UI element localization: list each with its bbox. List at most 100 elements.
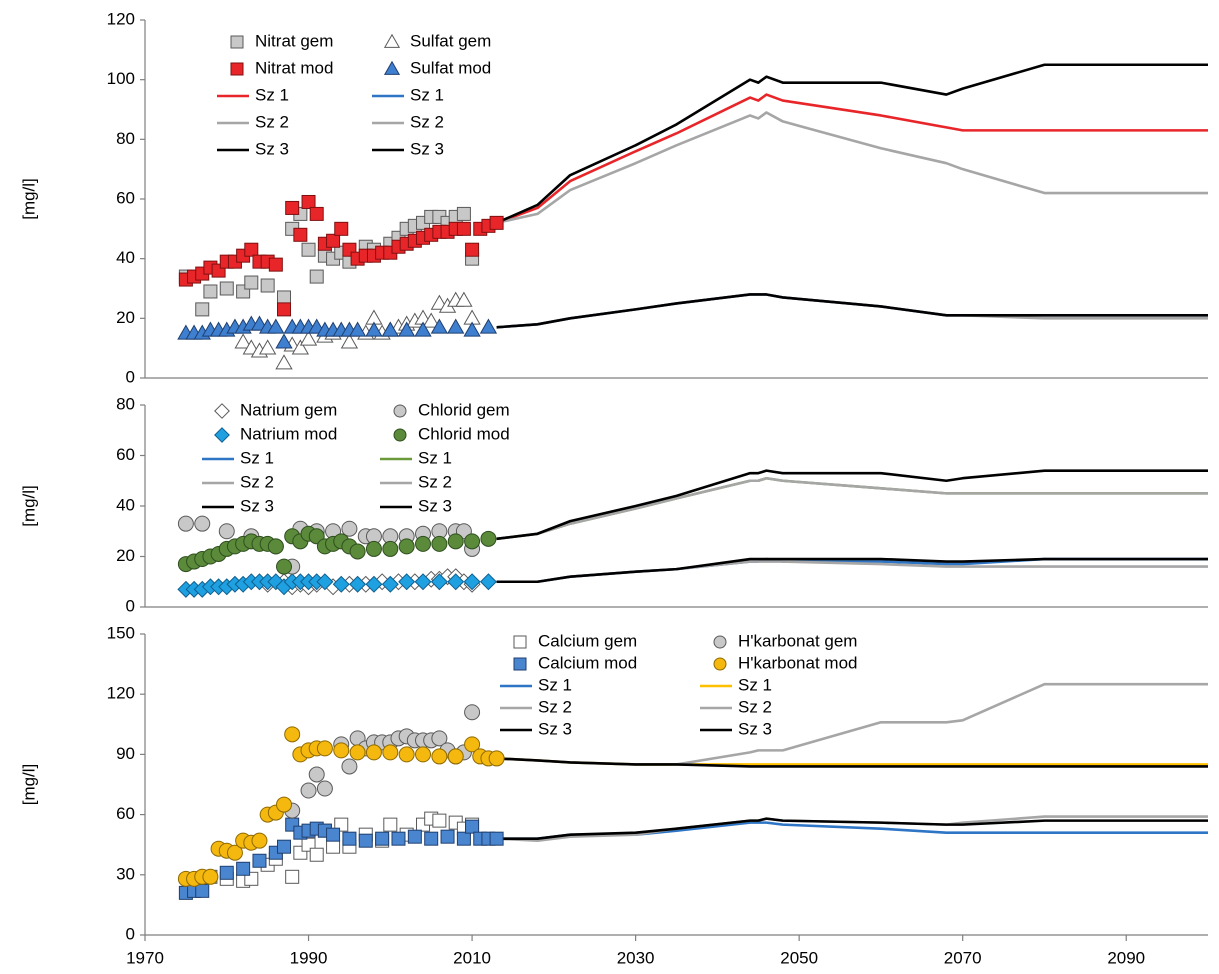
- legend-marker: [393, 404, 407, 418]
- data-point: [309, 206, 324, 221]
- data-point: [422, 312, 440, 328]
- y-tick-label: 60: [116, 445, 135, 464]
- data-point: [309, 269, 324, 284]
- legend-label: Sz 2: [738, 697, 772, 716]
- data-point: [455, 291, 473, 307]
- legend-label: Sulfat gem: [410, 31, 491, 50]
- data-point: [489, 831, 504, 846]
- legend-marker: [713, 657, 727, 671]
- data-point: [202, 868, 219, 885]
- data-point: [447, 318, 465, 334]
- data-point: [415, 535, 432, 552]
- data-point: [414, 321, 432, 337]
- data-point: [349, 744, 366, 761]
- data-point: [268, 257, 283, 272]
- data-point: [277, 290, 292, 305]
- legend-label: Sz 2: [538, 697, 572, 716]
- data-point: [326, 839, 341, 854]
- series-line: [496, 293, 1208, 329]
- legend-label: Nitrat gem: [255, 31, 333, 50]
- data-point: [464, 736, 481, 753]
- data-point: [447, 533, 464, 550]
- data-point: [424, 831, 439, 846]
- data-point: [431, 730, 448, 747]
- y-tick-label: 20: [116, 546, 135, 565]
- data-point: [252, 853, 267, 868]
- legend-label: Calcium mod: [538, 653, 637, 672]
- y-axis-label: [mg/l]: [19, 178, 38, 220]
- data-point: [398, 746, 415, 763]
- data-point: [275, 333, 293, 349]
- legend-label: Sz 3: [240, 496, 274, 515]
- data-point: [365, 540, 382, 557]
- data-point: [398, 573, 416, 591]
- data-point: [341, 758, 358, 775]
- y-tick-label: 40: [116, 248, 135, 267]
- legend-marker: [713, 635, 727, 649]
- legend-label: Chlorid gem: [418, 400, 510, 419]
- legend-marker: [393, 428, 407, 442]
- y-tick-label: 90: [116, 744, 135, 763]
- y-tick-label: 80: [116, 129, 135, 148]
- legend-label: Sz 1: [255, 85, 289, 104]
- data-point: [244, 275, 259, 290]
- data-point: [299, 330, 318, 346]
- x-tick-label: 2090: [1107, 948, 1145, 967]
- data-point: [291, 339, 310, 355]
- series-line: [496, 93, 1208, 225]
- legend-label: Natrium mod: [240, 424, 337, 443]
- series-line: [496, 469, 1208, 541]
- data-point: [382, 744, 399, 761]
- data-point: [375, 831, 390, 846]
- legend-marker: [214, 403, 230, 419]
- x-tick-label: 2070: [944, 948, 982, 967]
- data-point: [479, 318, 498, 334]
- data-point: [489, 215, 504, 230]
- data-point: [440, 829, 455, 844]
- legend-label: Sz 2: [240, 472, 274, 491]
- legend-label: Natrium gem: [240, 400, 337, 419]
- data-point: [391, 831, 406, 846]
- legend-marker: [230, 35, 244, 49]
- legend-label: Sz 3: [738, 719, 772, 738]
- y-tick-label: 0: [126, 596, 135, 615]
- legend-marker: [513, 657, 527, 671]
- legend-label: Calcium gem: [538, 631, 637, 650]
- data-point: [275, 354, 293, 370]
- series-line: [496, 557, 1208, 584]
- data-point: [194, 515, 211, 532]
- data-point: [342, 831, 357, 846]
- y-axis-label: [mg/l]: [19, 485, 38, 527]
- data-point: [382, 540, 399, 557]
- data-point: [244, 242, 259, 257]
- y-tick-label: 40: [116, 495, 135, 514]
- data-point: [316, 573, 334, 591]
- data-point: [334, 221, 349, 236]
- data-point: [326, 233, 341, 248]
- data-point: [447, 748, 464, 765]
- data-point: [226, 844, 243, 861]
- data-point: [316, 740, 333, 757]
- data-point: [398, 538, 415, 555]
- data-point: [195, 302, 210, 317]
- data-point: [177, 515, 194, 532]
- x-tick-label: 2050: [780, 948, 818, 967]
- legend-label: Sz 3: [255, 139, 289, 158]
- data-point: [430, 318, 449, 334]
- data-point: [203, 284, 218, 299]
- data-point: [293, 227, 308, 242]
- data-point: [465, 819, 480, 834]
- data-point: [365, 575, 383, 593]
- series-line: [496, 817, 1208, 840]
- data-point: [277, 839, 292, 854]
- legend-label: Sz 1: [738, 675, 772, 694]
- legend-label: Sz 2: [255, 112, 289, 131]
- data-point: [383, 817, 398, 832]
- y-tick-label: 80: [116, 394, 135, 413]
- data-point: [301, 194, 316, 209]
- y-tick-label: 0: [126, 924, 135, 943]
- y-tick-label: 60: [116, 188, 135, 207]
- data-point: [464, 533, 481, 550]
- data-point: [308, 766, 325, 783]
